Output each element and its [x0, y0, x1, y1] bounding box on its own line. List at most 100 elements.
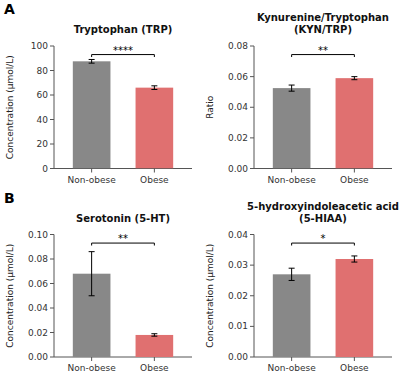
- x-tick: [154, 169, 155, 173]
- error-bar: [151, 334, 157, 336]
- y-tick: [50, 119, 54, 120]
- y-tick-label: 0.02: [28, 328, 48, 338]
- x-tick: [291, 169, 292, 173]
- y-tick-label: 0.10: [28, 230, 48, 240]
- y-tick-label: 0.00: [228, 352, 248, 362]
- bar: [136, 335, 174, 357]
- y-tick: [50, 283, 54, 284]
- error-bar: [351, 256, 357, 262]
- y-axis: [54, 235, 55, 358]
- y-tick-label: 80: [37, 66, 49, 76]
- x-tick: [154, 357, 155, 361]
- y-tick-label: 0.06: [28, 279, 48, 289]
- bar: [273, 88, 311, 168]
- panel: 0 20 40 60 80 100 Non-obese Obese Concentration …: [4, 1, 192, 185]
- y-tick-label: 0: [42, 164, 48, 174]
- x-tick-label: Non-obese: [67, 175, 116, 185]
- y-tick-label: 40: [37, 115, 49, 125]
- y-tick-label: 0.02: [228, 291, 248, 301]
- bar: [336, 78, 374, 168]
- significance-text: ****: [113, 45, 133, 56]
- y-axis-label: Concentration (μmol/L): [205, 244, 215, 348]
- plot-area: [273, 77, 373, 169]
- y-tick: [50, 234, 54, 235]
- y-tick: [250, 326, 254, 327]
- y-tick-label: 60: [37, 90, 49, 100]
- significance-text: **: [118, 233, 128, 244]
- x-tick: [91, 169, 92, 173]
- bar: [273, 274, 311, 357]
- y-tick-label: 0.00: [28, 352, 48, 362]
- y-tick-label: 100: [31, 41, 48, 51]
- panel: 0.00 0.02 0.04 0.06 0.08 0.10 Non-obese Obese Co…: [4, 190, 192, 374]
- error-bar: [351, 77, 357, 80]
- y-axis-label: Ratio: [205, 95, 215, 119]
- x-tick-label: Obese: [140, 363, 169, 373]
- y-tick: [250, 357, 254, 358]
- y-axis: [254, 46, 255, 169]
- plot-area: [273, 256, 373, 357]
- y-tick: [250, 76, 254, 77]
- y-tick: [250, 46, 254, 47]
- bar: [336, 259, 374, 357]
- error-bar: [89, 59, 95, 63]
- error-bar: [151, 86, 157, 90]
- y-tick-label: 0.01: [228, 321, 248, 331]
- y-axis: [254, 235, 255, 358]
- panel-title: Tryptophan (TRP): [74, 24, 173, 35]
- y-axis-label: Concentration (μmol/L): [5, 244, 15, 348]
- x-tick-label: Non-obese: [267, 363, 316, 373]
- panel-title: 5-hydroxyindoleacetic acid(5-HIAA): [247, 201, 399, 224]
- y-tick: [50, 95, 54, 96]
- significance-text: **: [318, 45, 328, 56]
- y-tick: [50, 144, 54, 145]
- y-tick: [250, 168, 254, 169]
- y-tick: [250, 137, 254, 138]
- y-tick: [250, 265, 254, 266]
- error-bar: [289, 268, 295, 280]
- y-tick: [50, 308, 54, 309]
- y-tick: [50, 46, 54, 47]
- y-tick-label: 0.08: [228, 41, 248, 51]
- x-tick-label: Obese: [340, 363, 369, 373]
- x-tick-label: Non-obese: [67, 363, 116, 373]
- y-axis: [54, 46, 55, 169]
- y-tick-label: 0.04: [228, 102, 248, 112]
- panel: 0.00 0.01 0.02 0.03 0.04 Non-obese Obese Concen…: [205, 201, 399, 374]
- x-tick-label: Obese: [140, 175, 169, 185]
- y-tick-label: 0.08: [28, 254, 48, 264]
- y-tick-label: 20: [37, 139, 49, 149]
- y-tick: [50, 70, 54, 71]
- y-tick-label: 0.00: [228, 164, 248, 174]
- y-tick-label: 0.04: [228, 230, 248, 240]
- y-tick: [50, 357, 54, 358]
- panel: 0.00 0.02 0.04 0.06 0.08 Non-obese Obese Ratio K…: [205, 12, 392, 185]
- y-tick: [50, 259, 54, 260]
- y-tick-label: 0.03: [228, 260, 248, 270]
- x-tick: [291, 357, 292, 361]
- y-tick: [50, 168, 54, 169]
- y-tick: [250, 295, 254, 296]
- y-tick: [250, 107, 254, 108]
- x-tick-label: Non-obese: [267, 175, 316, 185]
- panel-title: Kynurenine/Tryptophan(KYN/TRP): [257, 12, 389, 35]
- bar: [73, 61, 111, 168]
- x-tick-label: Obese: [340, 175, 369, 185]
- figure: 0 20 40 60 80 100 Non-obese Obese Concentration …: [0, 0, 400, 377]
- error-bar: [289, 85, 295, 91]
- bar: [136, 88, 174, 169]
- y-tick: [250, 234, 254, 235]
- x-tick: [354, 169, 355, 173]
- panel-label: A: [4, 1, 15, 17]
- error-bar: [89, 252, 95, 296]
- y-tick-label: 0.06: [228, 72, 248, 82]
- plot-area: [73, 59, 173, 168]
- x-tick: [91, 357, 92, 361]
- panel-title: Serotonin (5-HT): [76, 213, 170, 224]
- y-tick-label: 0.02: [228, 133, 248, 143]
- panel-label: B: [4, 190, 15, 206]
- y-tick: [50, 332, 54, 333]
- x-tick: [354, 357, 355, 361]
- y-axis-label: Concentration (μmol/L): [5, 55, 15, 159]
- y-tick-label: 0.04: [28, 303, 48, 313]
